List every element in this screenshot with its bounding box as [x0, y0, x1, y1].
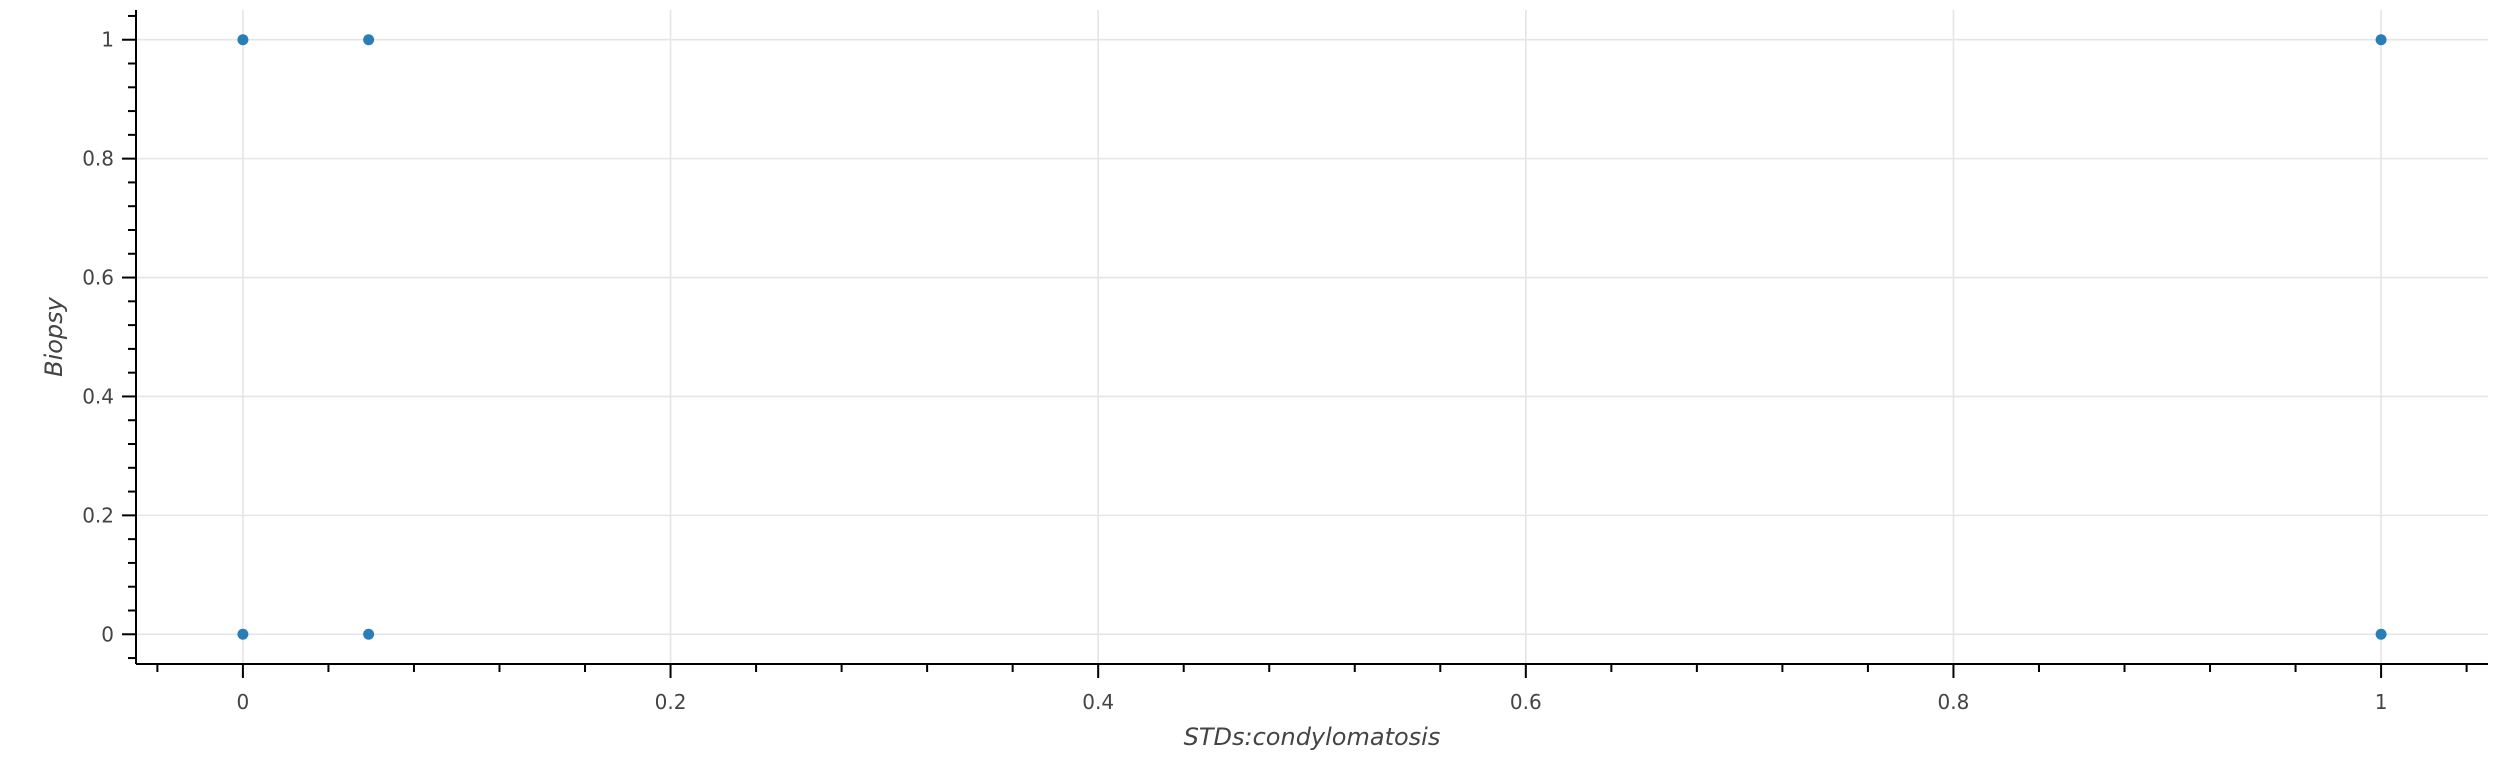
- x-axis-label: STDs:condylomatosis: [1184, 723, 1441, 751]
- x-axis-ticks: 0 0.2 0.4 0.6 0.8 1: [156, 664, 2468, 714]
- y-tick-label: 0.2: [82, 503, 114, 527]
- x-tick-label: 0: [237, 690, 250, 714]
- data-point: [2375, 34, 2387, 46]
- data-point: [363, 628, 375, 640]
- axes: [135, 10, 2488, 665]
- data-point: [363, 34, 375, 46]
- data-points: [237, 34, 2387, 640]
- x-tick-label: 0.8: [1938, 690, 1970, 714]
- y-tick-label: 0.4: [82, 384, 114, 408]
- y-tick-label: 0.6: [82, 266, 114, 290]
- y-axis-label: Biopsy: [40, 296, 68, 377]
- y-tick-label: 0: [101, 622, 114, 646]
- data-point: [237, 34, 249, 46]
- grid: [136, 10, 2488, 664]
- x-tick-label: 0.6: [1510, 690, 1542, 714]
- y-tick-label: 0.8: [82, 147, 114, 171]
- x-tick-label: 0.4: [1082, 690, 1114, 714]
- x-tick-label: 0.2: [655, 690, 687, 714]
- data-point: [237, 628, 249, 640]
- x-tick-label: 1: [2375, 690, 2388, 714]
- y-axis-ticks: 0 0.2 0.4 0.6 0.8 1: [82, 14, 136, 660]
- data-point: [2375, 628, 2387, 640]
- y-tick-label: 1: [101, 28, 114, 52]
